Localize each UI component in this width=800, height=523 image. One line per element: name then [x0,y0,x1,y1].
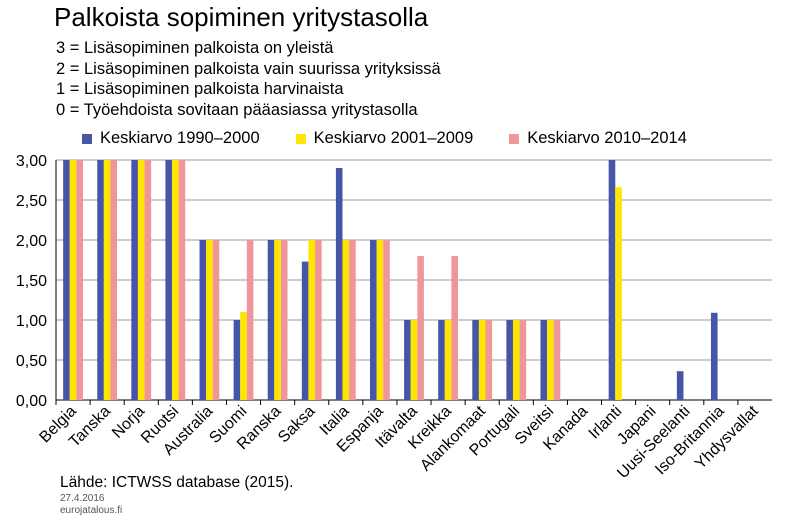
bar [710,312,718,400]
bar [349,240,356,400]
bar [110,160,118,400]
bar [178,160,186,400]
bar [451,256,458,400]
scale-note-2: 2 = Lisäsopiminen palkoista vain suuriss… [56,59,441,78]
source-note: Lähde: ICTWSS database (2015). [60,474,294,491]
bar [506,320,513,400]
bar [608,160,616,400]
bar [274,240,281,400]
chart-legend: Keskiarvo 1990–2000 Keskiarvo 2001–2009 … [82,129,723,148]
bar [417,256,424,400]
bar [342,240,350,400]
bar [540,320,548,400]
y-tick-label: 2,50 [16,193,47,210]
bar [301,261,309,400]
bar [438,320,445,400]
scale-note-3: 3 = Lisäsopiminen palkoista on yleistä [56,39,334,57]
bar [131,160,138,400]
bar [547,320,554,400]
bar [478,320,486,400]
y-tick-label: 3,00 [16,153,47,170]
legend-swatch-pink [509,133,520,144]
scale-note-1: 1 = Lisäsopiminen palkoista harvinaista [56,80,344,98]
bar [280,240,288,400]
legend-swatch-blue [82,133,92,144]
bar [485,320,493,400]
legend-label: Keskiarvo 2010–2014 [527,129,687,147]
legend-item-2010-2014: Keskiarvo 2010–2014 [509,129,687,148]
scale-note-0: 0 = Työehdoista sovitaan pääasiassa yrit… [56,100,418,119]
bar [553,320,561,400]
bar [63,160,70,400]
bar [172,160,179,400]
bar [76,160,83,400]
legend-label: Keskiarvo 1990–2000 [100,129,260,147]
bar [240,312,247,400]
bar [410,320,418,400]
bar [267,240,275,400]
y-tick-label: 0,00 [16,393,47,410]
bar [308,240,316,400]
legend-swatch-yellow [295,133,306,144]
y-tick-label: 0,50 [16,353,47,370]
bar [376,240,384,400]
bar [103,160,111,400]
y-tick-label: 1,50 [16,273,47,290]
bar [69,160,77,400]
bar [212,240,220,400]
bar [676,371,684,400]
bar [233,320,241,400]
bar [512,320,520,400]
bar [383,240,390,400]
x-tick-label: Saksa [275,403,319,447]
bar [206,240,213,400]
bar [615,187,622,400]
date-stamp: 27.4.2016 [60,493,105,504]
bar [165,160,173,400]
scale-explanation: 3 = Lisäsopiminen palkoista on yleistä 2… [56,38,441,120]
bar [199,240,207,400]
legend-item-2001-2009: Keskiarvo 2001–2009 [295,129,474,148]
bar [335,168,343,400]
chart-title: Palkoista sopiminen yritystasolla [54,2,429,32]
bar [444,320,452,400]
bar [404,320,411,400]
bar [246,240,254,400]
legend-item-1990-2000: Keskiarvo 1990–2000 [82,129,260,148]
y-tick-label: 2,00 [16,233,47,250]
bar [144,160,152,400]
y-tick-label: 1,00 [16,313,47,330]
legend-label: Keskiarvo 2001–2009 [313,129,474,147]
bar [519,320,527,400]
bar [97,160,104,400]
bar [472,320,479,400]
bar [137,160,145,400]
site-name: eurojatalous.fi [60,505,123,516]
bar [370,240,377,400]
bar [315,240,322,400]
